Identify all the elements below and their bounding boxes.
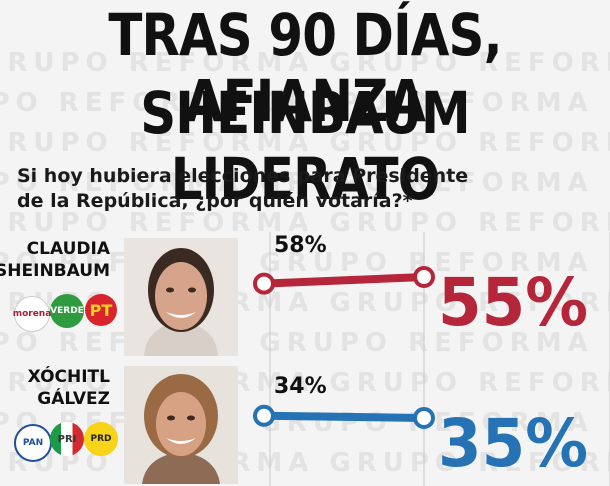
candidate-2-photo [124, 366, 238, 484]
end-point-1 [413, 266, 435, 288]
headline-line-2: SHEINBAUM LIDERATO [140, 79, 470, 213]
candidate-2-name: XÓCHITL GÁLVEZ [28, 366, 110, 410]
survey-question: Si hoy hubiera elecciones para President… [17, 164, 577, 214]
candidate-1-name: CLAUDIA SHEINBAUM [0, 238, 110, 282]
headline-line-1: TRAS 90 DÍAS, AFIANZA [108, 1, 502, 135]
candidate-2-first-name: XÓCHITL [27, 367, 110, 387]
candidate-1-first-name: CLAUDIA [26, 239, 110, 259]
end-value-label-1: 55% [438, 264, 588, 341]
start-point-1 [253, 272, 275, 295]
verde-logo-icon: VERDE [50, 294, 84, 328]
candidate-2-last-name: GÁLVEZ [37, 389, 110, 409]
start-point-2 [253, 404, 275, 427]
prd-logo-icon: PRD [84, 422, 118, 456]
end-value-label-2: 35% [438, 405, 588, 482]
pt-logo-icon: PT [85, 294, 117, 326]
candidate-1-last-name: SHEINBAUM [0, 261, 110, 281]
candidate-1-photo [124, 238, 238, 356]
morena-logo-icon: morena [13, 296, 51, 332]
pri-logo-icon: PRI [50, 422, 84, 456]
pan-logo-icon: PAN [14, 424, 52, 462]
start-value-label-1: 58% [274, 233, 327, 258]
question-line-1: Si hoy hubiera elecciones para President… [17, 165, 469, 187]
end-point-2 [413, 407, 435, 429]
series-line-2 [260, 411, 428, 422]
start-value-label-2: 34% [274, 374, 327, 399]
series-line-1 [260, 273, 428, 288]
question-line-2: de la República, ¿por quién votaría?* [17, 190, 413, 212]
